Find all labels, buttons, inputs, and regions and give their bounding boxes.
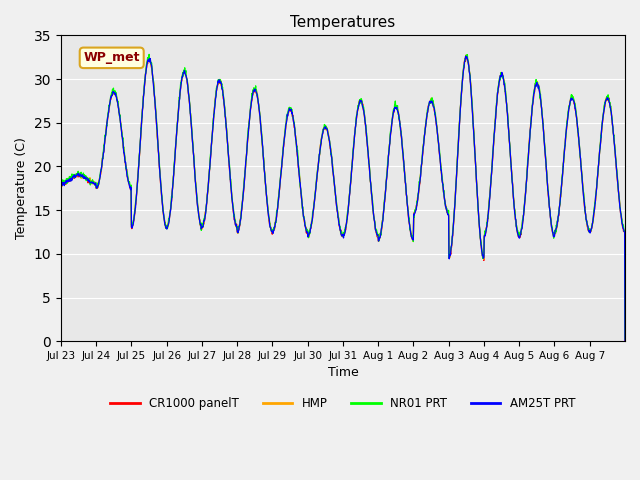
X-axis label: Time: Time [328,367,358,380]
Title: Temperatures: Temperatures [291,15,396,30]
Legend: CR1000 panelT, HMP, NR01 PRT, AM25T PRT: CR1000 panelT, HMP, NR01 PRT, AM25T PRT [106,392,580,415]
Text: WP_met: WP_met [83,51,140,64]
Y-axis label: Temperature (C): Temperature (C) [15,137,28,239]
